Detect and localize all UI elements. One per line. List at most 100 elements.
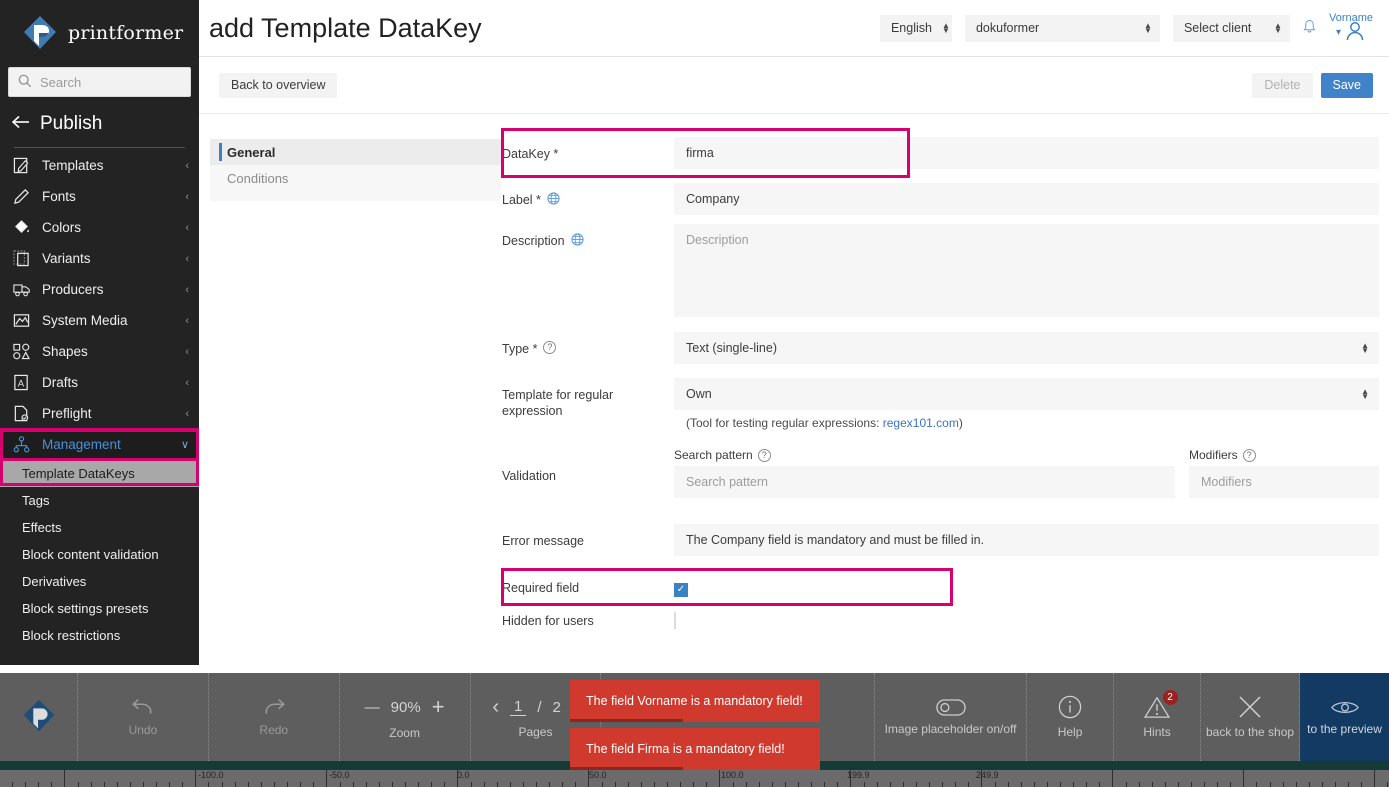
regex-template-select[interactable]: Own ▲ ▼ [674,378,1379,410]
ruler-tick [117,782,118,787]
search-box[interactable] [8,67,191,97]
search-pattern-input[interactable] [674,466,1175,498]
ruler-tick [248,782,249,787]
validation-control: Search pattern ? Modifiers ? [674,448,1379,498]
question-circle-icon[interactable]: ? [757,448,771,462]
undo-button[interactable]: Undo [78,673,209,761]
arrow-left-icon [11,113,30,135]
ruler-label: -100.0 [198,770,224,780]
question-circle-icon[interactable]: ? [1242,448,1256,462]
sidebar-subitem-template-datakeys[interactable]: Template DataKeys [0,460,199,487]
ruler-tick [759,782,760,787]
total-pages: 2 [552,698,561,716]
ruler-tick [706,782,707,787]
tab-general[interactable]: General [210,139,501,165]
info-circle-icon [1058,695,1082,719]
user-menu[interactable]: Vorname ▾ [1329,12,1373,44]
error-message-input[interactable] [674,524,1379,556]
question-circle-icon[interactable]: ? [543,341,557,354]
sidebar-item-label: System Media [42,313,128,328]
hints-label: Hints [1143,724,1171,739]
ruler-tick [850,770,851,787]
redo-button[interactable]: Redo [209,673,340,761]
toolbar-spacer [601,673,876,761]
language-select[interactable]: English ▲ ▼ [879,14,952,42]
back-to-overview-button[interactable]: Back to overview [219,72,338,98]
sidebar-item-system-media[interactable]: System Media ‹ [0,305,199,336]
sidebar-subitem-label: Derivatives [22,574,87,589]
toast-notification[interactable]: The field Vorname is a mandatory field! [570,680,820,722]
language-value: English [890,21,932,35]
prev-page-button[interactable]: ‹ [492,695,500,718]
ruler-tick [51,782,52,787]
chevron-left-icon: ‹ [185,345,189,358]
regex101-link[interactable]: regex101.com [882,416,959,430]
truck-icon [12,280,31,299]
ruler-tick [156,782,157,787]
sidebar-item-management[interactable]: Management ∨ [0,428,199,461]
ruler-tick [1283,782,1284,787]
ruler-tick [981,770,982,787]
publish-link[interactable]: Publish [0,97,199,143]
tab-conditions[interactable]: Conditions [210,165,501,191]
current-page-input[interactable]: 1 [510,698,527,716]
ruler-tick [25,782,26,787]
ruler-tick [1296,782,1297,787]
hints-button[interactable]: 2 Hints [1114,673,1202,761]
sidebar-subitem-derivatives[interactable]: Derivatives [0,568,199,595]
sidebar-item-producers[interactable]: Producers ‹ [0,274,199,305]
zoom-minus-button[interactable]: — [364,698,380,716]
bell-icon[interactable] [1303,19,1316,37]
globe-icon[interactable] [570,233,584,250]
sidebar-subitem-effects[interactable]: Effects [0,514,199,541]
sidebar-subitem-block-settings-presets[interactable]: Block settings presets [0,595,199,622]
hidden-for-users-label: Hidden for users [502,613,594,628]
sidebar-item-drafts[interactable]: A Drafts ‹ [0,367,199,398]
hidden-for-users-checkbox[interactable] [674,611,676,629]
brand: printformer [0,0,199,59]
datakey-input[interactable] [674,137,1379,169]
redo-label: Redo [259,723,289,737]
type-control: Text (single-line) ▲ ▼ [674,332,1379,364]
sidebar-item-colors[interactable]: Colors ‹ [0,212,199,243]
ruler-tick [536,782,537,787]
save-button[interactable]: Save [1320,72,1373,98]
sidebar-subitem-block-content-validation[interactable]: Block content validation [0,541,199,568]
ruler-tick [444,782,445,787]
search-input[interactable] [40,74,181,90]
to-preview-button[interactable]: to the preview [1300,673,1389,761]
project-select[interactable]: dokuformer ▲ ▼ [964,14,1160,42]
sidebar-item-label: Templates [42,158,104,173]
ruler-tick [929,782,930,787]
globe-icon[interactable] [547,192,560,209]
toast-notification[interactable]: The field Firma is a mandatory field! [570,728,820,770]
client-select[interactable]: Select client ▲ ▼ [1172,14,1290,42]
sidebar-item-templates[interactable]: Templates ‹ [0,150,199,181]
pages-group: ‹ 1 / 2 › [492,696,578,719]
help-button[interactable]: Help [1027,673,1115,761]
section-tabs: General Conditions [210,139,501,201]
sidebar-item-variants[interactable]: Variants ‹ [0,243,199,274]
modifiers-input[interactable] [1189,466,1379,498]
image-placeholder-toggle[interactable]: Image placeholder on/off [875,673,1028,761]
page-title: add Template DataKey [209,12,482,43]
sidebar-subitem-block-restrictions[interactable]: Block restrictions [0,622,199,649]
ruler-tick [340,782,341,787]
back-to-shop-button[interactable]: back to the shop [1201,673,1301,761]
delete-button[interactable]: Delete [1252,72,1313,98]
label-field-input[interactable] [674,183,1379,215]
type-label-text: Type * [502,342,538,356]
sidebar-item-label: Colors [42,220,82,235]
required-field-checkbox[interactable]: ✓ [674,582,688,597]
ruler-tick [772,782,773,787]
sidebar-item-fonts[interactable]: Fonts ‹ [0,181,199,212]
ruler-tick [1086,782,1087,787]
sidebar-item-shapes[interactable]: Shapes ‹ [0,336,199,367]
type-select[interactable]: Text (single-line) ▲ ▼ [674,332,1379,364]
sidebar-subitem-tags[interactable]: Tags [0,487,199,514]
zoom-plus-button[interactable]: + [431,694,445,719]
description-textarea[interactable] [674,224,1379,317]
sidebar-item-preflight[interactable]: Preflight ‹ [0,398,199,429]
ruler-tick [785,782,786,787]
ruler-tick [588,770,589,787]
